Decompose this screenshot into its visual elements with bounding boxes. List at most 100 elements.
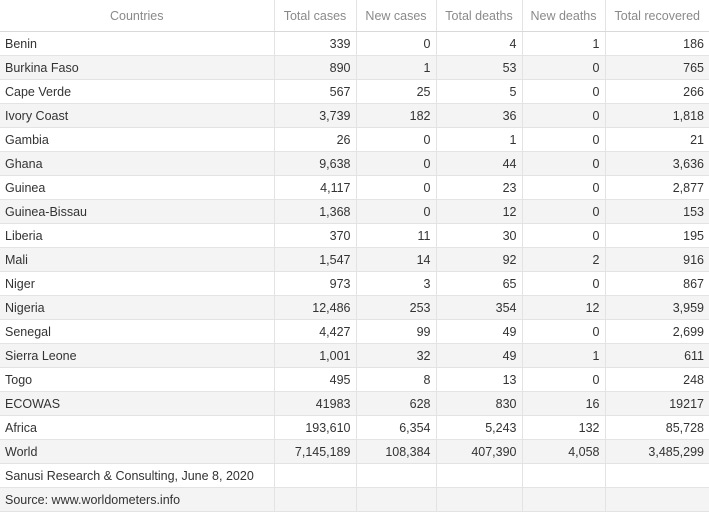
total-deaths-cell: 65 — [436, 271, 523, 296]
total-cases-cell: 3,739 — [274, 103, 357, 128]
country-cell: Guinea — [0, 175, 275, 200]
new-cases-cell: 32 — [356, 343, 437, 368]
total-cases-cell: 7,145,189 — [274, 439, 357, 464]
total-recovered-cell: 3,636 — [605, 151, 709, 176]
column-header-new-deaths[interactable]: New deaths — [522, 0, 606, 32]
new-cases-cell: 628 — [356, 391, 437, 416]
total-recovered-cell: 248 — [605, 367, 709, 392]
total-recovered-cell: 266 — [605, 79, 709, 104]
total-recovered-cell: 765 — [605, 55, 709, 80]
column-header-countries[interactable]: Countries — [0, 0, 275, 32]
table-row: Sierra Leone 1,001 32 49 1 611 — [0, 343, 709, 368]
total-deaths-cell — [436, 463, 523, 488]
new-cases-cell: 0 — [356, 151, 437, 176]
total-recovered-cell — [605, 463, 709, 488]
table-row: Niger 973 3 65 0 867 — [0, 271, 709, 296]
table-header: Countries Total cases New cases Total de… — [0, 0, 709, 32]
total-deaths-cell: 407,390 — [436, 439, 523, 464]
total-deaths-cell: 354 — [436, 295, 523, 320]
column-header-total-recovered[interactable]: Total recovered — [605, 0, 709, 32]
new-deaths-cell: 2 — [522, 247, 606, 272]
new-deaths-cell: 0 — [522, 271, 606, 296]
country-cell: ECOWAS — [0, 391, 275, 416]
total-recovered-cell: 2,699 — [605, 319, 709, 344]
total-deaths-cell: 4 — [436, 31, 523, 56]
total-deaths-cell: 49 — [436, 343, 523, 368]
country-cell: Senegal — [0, 319, 275, 344]
total-recovered-cell — [605, 487, 709, 512]
new-cases-cell: 14 — [356, 247, 437, 272]
country-cell: Source: www.worldometers.info — [0, 487, 275, 512]
table-row: Africa 193,610 6,354 5,243 132 85,728 — [0, 415, 709, 440]
total-cases-cell: 4,117 — [274, 175, 357, 200]
new-deaths-cell: 0 — [522, 199, 606, 224]
new-deaths-cell: 0 — [522, 319, 606, 344]
total-recovered-cell: 153 — [605, 199, 709, 224]
country-cell: Burkina Faso — [0, 55, 275, 80]
total-recovered-cell: 85,728 — [605, 415, 709, 440]
new-cases-cell — [356, 487, 437, 512]
new-deaths-cell — [522, 487, 606, 512]
country-cell: Guinea-Bissau — [0, 199, 275, 224]
table-row: Benin 339 0 4 1 186 — [0, 31, 709, 56]
total-recovered-cell: 1,818 — [605, 103, 709, 128]
new-deaths-cell: 1 — [522, 343, 606, 368]
new-deaths-cell: 16 — [522, 391, 606, 416]
new-cases-cell: 108,384 — [356, 439, 437, 464]
country-cell: Liberia — [0, 223, 275, 248]
total-recovered-cell: 2,877 — [605, 175, 709, 200]
country-cell: Africa — [0, 415, 275, 440]
total-cases-cell: 973 — [274, 271, 357, 296]
table-row: Source: www.worldometers.info — [0, 487, 709, 512]
new-deaths-cell: 0 — [522, 79, 606, 104]
new-deaths-cell — [522, 463, 606, 488]
column-header-total-cases[interactable]: Total cases — [274, 0, 357, 32]
total-deaths-cell: 44 — [436, 151, 523, 176]
country-cell: Nigeria — [0, 295, 275, 320]
total-cases-cell — [274, 463, 357, 488]
total-cases-cell: 1,547 — [274, 247, 357, 272]
new-cases-cell — [356, 463, 437, 488]
total-cases-cell: 12,486 — [274, 295, 357, 320]
total-deaths-cell: 36 — [436, 103, 523, 128]
table-row: Nigeria 12,486 253 354 12 3,959 — [0, 295, 709, 320]
country-cell: Cape Verde — [0, 79, 275, 104]
total-deaths-cell: 92 — [436, 247, 523, 272]
total-deaths-cell: 830 — [436, 391, 523, 416]
new-cases-cell: 99 — [356, 319, 437, 344]
table-row: Ghana 9,638 0 44 0 3,636 — [0, 151, 709, 176]
table-row: World 7,145,189 108,384 407,390 4,058 3,485,2… — [0, 439, 709, 464]
total-cases-cell: 567 — [274, 79, 357, 104]
total-recovered-cell: 19217 — [605, 391, 709, 416]
new-cases-cell: 25 — [356, 79, 437, 104]
new-cases-cell: 11 — [356, 223, 437, 248]
total-deaths-cell — [436, 487, 523, 512]
column-header-total-deaths[interactable]: Total deaths — [436, 0, 523, 32]
country-cell: Gambia — [0, 127, 275, 152]
total-recovered-cell: 916 — [605, 247, 709, 272]
country-cell: Togo — [0, 367, 275, 392]
new-cases-cell: 0 — [356, 31, 437, 56]
total-recovered-cell: 21 — [605, 127, 709, 152]
new-deaths-cell: 0 — [522, 55, 606, 80]
column-header-new-cases[interactable]: New cases — [356, 0, 437, 32]
new-deaths-cell: 132 — [522, 415, 606, 440]
total-cases-cell: 339 — [274, 31, 357, 56]
total-deaths-cell: 5 — [436, 79, 523, 104]
new-deaths-cell: 0 — [522, 103, 606, 128]
total-cases-cell: 41983 — [274, 391, 357, 416]
new-cases-cell: 0 — [356, 127, 437, 152]
new-cases-cell: 0 — [356, 175, 437, 200]
total-cases-cell: 370 — [274, 223, 357, 248]
table-row: Burkina Faso 890 1 53 0 765 — [0, 55, 709, 80]
table-row: Liberia 370 11 30 0 195 — [0, 223, 709, 248]
total-cases-cell: 9,638 — [274, 151, 357, 176]
header-row: Countries Total cases New cases Total de… — [0, 0, 709, 32]
total-cases-cell: 193,610 — [274, 415, 357, 440]
new-deaths-cell: 0 — [522, 151, 606, 176]
country-cell: Ivory Coast — [0, 103, 275, 128]
total-recovered-cell: 3,959 — [605, 295, 709, 320]
new-deaths-cell: 0 — [522, 223, 606, 248]
table-row: Cape Verde 567 25 5 0 266 — [0, 79, 709, 104]
